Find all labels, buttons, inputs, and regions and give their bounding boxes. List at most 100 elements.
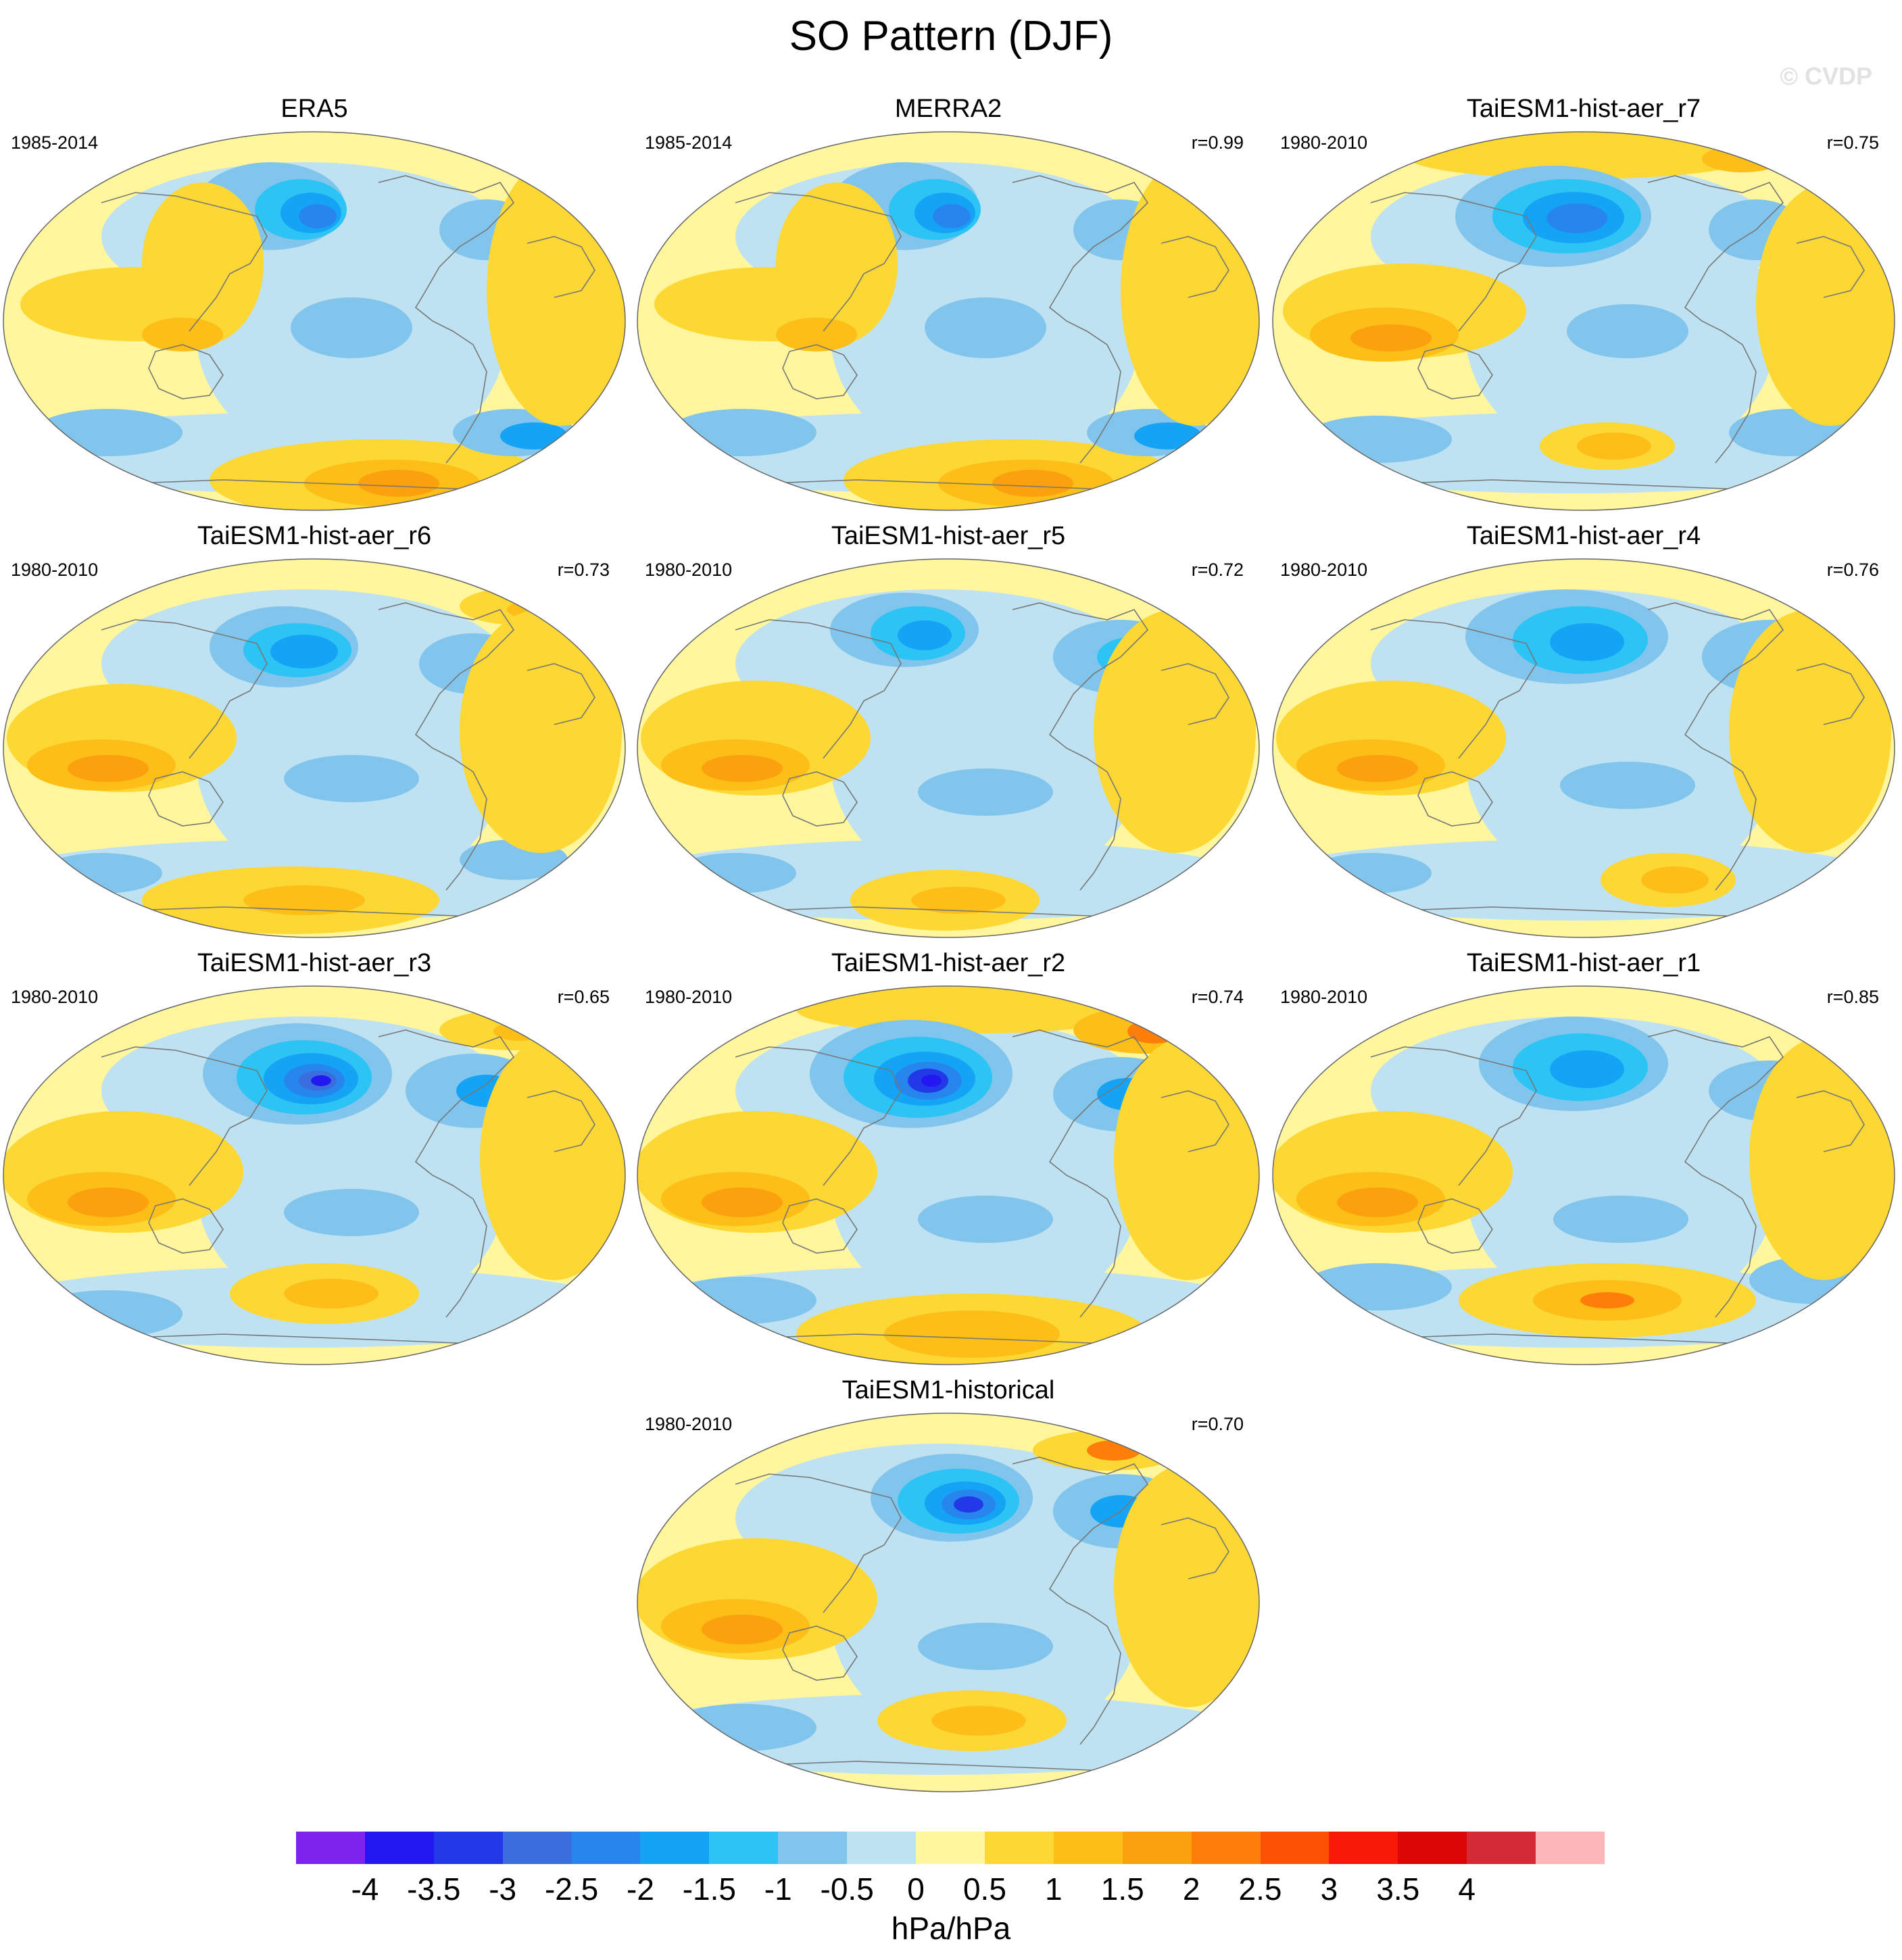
sea-level-pressure-map [637, 985, 1260, 1365]
panel-period: 1980-2010 [1280, 132, 1368, 153]
anomaly-contour [898, 620, 952, 650]
colorbar-box [1467, 1832, 1536, 1864]
anomaly-contour [284, 1189, 419, 1236]
anomaly-contour [1303, 416, 1452, 463]
coastline [735, 1046, 902, 1186]
anomaly-contour [480, 1037, 625, 1280]
colorbar-tick-label: 1.5 [1100, 1871, 1144, 1907]
map-border [1272, 131, 1895, 511]
anomaly-contour [68, 1187, 149, 1217]
colorbar-box [640, 1832, 710, 1864]
colorbar-box [709, 1832, 779, 1864]
colorbar-box [433, 1832, 504, 1864]
map-border [3, 558, 626, 938]
anomaly-contour [284, 1279, 379, 1308]
panel-correlation: r=0.99 [1191, 132, 1244, 153]
panel-title: TaiESM1-hist-aer_r4 [1466, 522, 1701, 550]
coastline [735, 1473, 902, 1613]
anomaly-contour [992, 470, 1073, 497]
coastline [101, 192, 268, 332]
colorbar-box [984, 1832, 1054, 1864]
coastline [1647, 175, 1784, 464]
colorbar-box [296, 1832, 366, 1864]
colorbar-tick-label: 3.5 [1376, 1871, 1420, 1907]
panel-period: 1980-2010 [11, 560, 99, 580]
colorbar-tick-label: -0.5 [820, 1871, 874, 1907]
colorbar-box [847, 1832, 917, 1864]
colorbar-box [502, 1832, 572, 1864]
coastline [735, 619, 902, 759]
panel-period: 1980-2010 [645, 1414, 733, 1434]
colorbar-box [1053, 1832, 1123, 1864]
anomaly-contour [1303, 1263, 1452, 1310]
coastline [1012, 1456, 1149, 1745]
coastline [1161, 663, 1229, 725]
anomaly-contour [299, 204, 337, 228]
colorbar [296, 1832, 1605, 1864]
map-panel: ERA5 1985-2014 [0, 95, 629, 520]
anomaly-contour [1134, 422, 1202, 449]
coastline [1161, 236, 1229, 298]
colorbar-ticks: -4 -3.5 -3 -2.5 -2 -1.5 -1 -0.5 0 0.5 1 1.5 2 2.5 3 3.5… [296, 1871, 1605, 1911]
map-panel: MERRA2 1985-2014 r=0.99 [634, 95, 1263, 520]
coastline [1417, 1198, 1493, 1254]
anomaly-contour [1729, 610, 1891, 853]
anomaly-contour [34, 1290, 182, 1338]
panel-title: TaiESM1-hist-aer_r5 [831, 522, 1066, 550]
sea-level-pressure-map [3, 985, 626, 1365]
sea-level-pressure-map [637, 131, 1260, 511]
coastline [101, 619, 268, 759]
coastline [782, 344, 858, 399]
panel-title: TaiESM1-hist-aer_r2 [831, 949, 1066, 977]
anomaly-contour [142, 318, 223, 351]
panel-correlation: r=0.73 [557, 560, 610, 580]
anomaly-contour [776, 182, 898, 345]
colorbar-box [1122, 1832, 1192, 1864]
colorbar-box [1536, 1832, 1605, 1864]
panel-period: 1980-2010 [11, 987, 99, 1007]
anomaly-contour [884, 1310, 1060, 1358]
anomaly-contour [1114, 1464, 1259, 1707]
coastline [782, 1198, 858, 1254]
coastline [1370, 1046, 1537, 1186]
colorbar-tick-label: -4 [351, 1871, 379, 1907]
panel-correlation: r=0.76 [1826, 560, 1879, 580]
anomaly-contour [675, 853, 796, 893]
colorbar-tick-label: 1 [1045, 1871, 1063, 1907]
anomaly-contour [1560, 762, 1695, 809]
anomaly-contour [500, 422, 568, 449]
anomaly-contour [1580, 1292, 1634, 1308]
panel-correlation: r=0.70 [1191, 1414, 1244, 1434]
map-panel: TaiESM1-hist-aer_r2 1980-2010 r=0.74 [634, 949, 1263, 1375]
anomaly-contour [291, 297, 412, 358]
map-panel: TaiESM1-historical 1980-2010 r=0.70 [634, 1376, 1263, 1802]
panel-period: 1985-2014 [645, 132, 733, 153]
anomaly-contour [918, 1623, 1053, 1670]
sea-level-pressure-map [637, 558, 1260, 938]
panel-correlation: r=0.74 [1191, 987, 1244, 1007]
colorbar-tick-label: 4 [1458, 1871, 1476, 1907]
colorbar-tick-label: -3.5 [407, 1871, 461, 1907]
panel-correlation: r=0.65 [557, 987, 610, 1007]
colorbar-box [364, 1832, 435, 1864]
colorbar-tick-label: -3 [489, 1871, 517, 1907]
anomaly-contour [702, 1187, 783, 1217]
anomaly-contour [34, 409, 182, 456]
map-border [637, 131, 1260, 511]
colorbar-box [571, 1832, 641, 1864]
anomaly-contour [1567, 304, 1688, 358]
coastline [527, 236, 595, 298]
anomaly-contour [142, 182, 264, 345]
coastline [1647, 602, 1784, 891]
anomaly-contour [1405, 132, 1756, 179]
figure-title: SO Pattern (DJF) [789, 13, 1113, 59]
anomaly-contour [284, 755, 419, 802]
sea-level-pressure-map [3, 131, 626, 511]
coastline [735, 192, 902, 332]
colorbar-tick-label: 3 [1320, 1871, 1338, 1907]
map-panel: TaiESM1-hist-aer_r5 1980-2010 r=0.72 [634, 522, 1263, 948]
map-panel: TaiESM1-hist-aer_r1 1980-2010 r=0.85 [1269, 949, 1898, 1375]
coastline [1796, 236, 1865, 298]
anomaly-contour [1094, 610, 1256, 853]
panel-period: 1980-2010 [645, 560, 733, 580]
